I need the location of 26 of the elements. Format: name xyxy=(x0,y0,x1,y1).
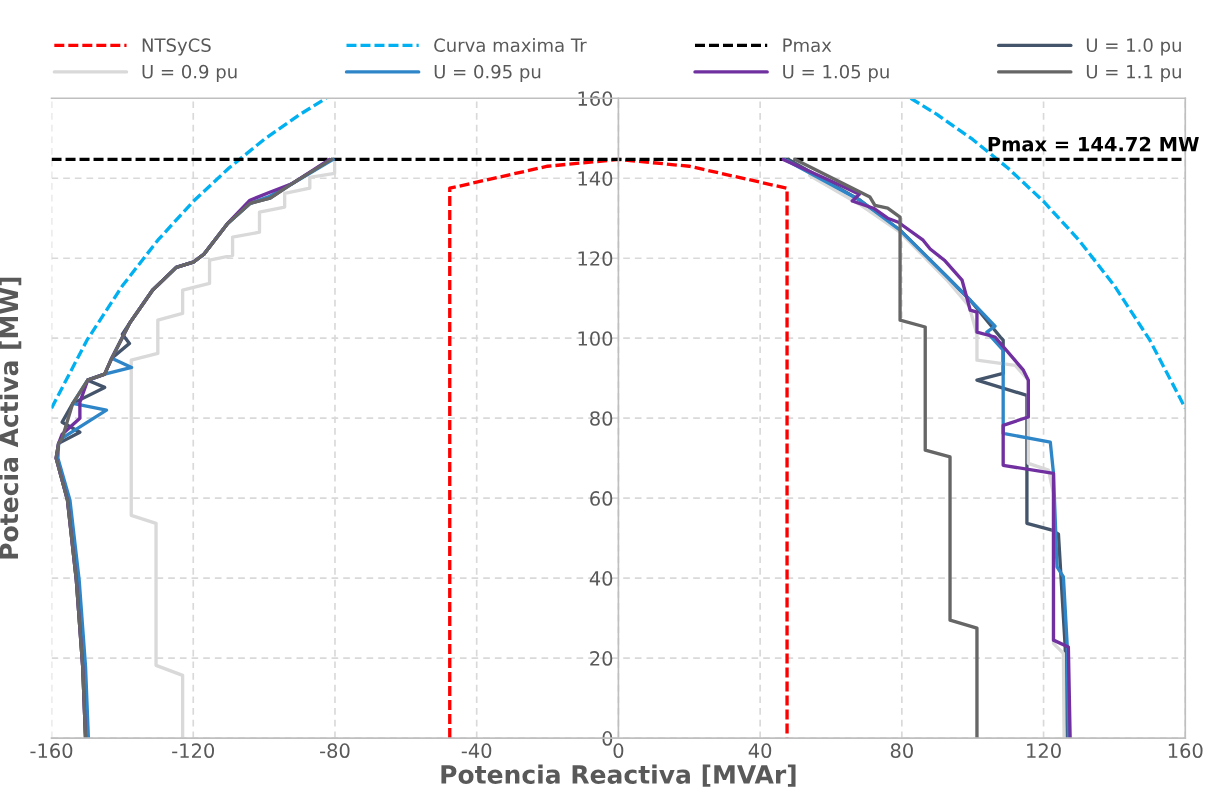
x-tick-label: 120 xyxy=(1027,743,1061,759)
y-tick-label: 40 xyxy=(589,571,613,586)
legend-label: U = 1.0 pu xyxy=(1086,38,1181,56)
x-axis-title: Potencia Reactiva [MVAr] xyxy=(441,764,796,787)
legend-label: NTSyCS xyxy=(142,38,211,56)
x-tick-label: 0 xyxy=(613,743,624,759)
legend-label: U = 0.95 pu xyxy=(434,64,541,82)
x-tick-label: -160 xyxy=(30,743,73,759)
x-tick-label: 160 xyxy=(1168,743,1203,759)
legend-label: U = 0.9 pu xyxy=(142,64,237,82)
legend-label: Curva maxima Tr xyxy=(434,38,587,52)
x-tick-label: -40 xyxy=(461,743,492,759)
y-tick-label: 120 xyxy=(578,251,613,266)
legend-label: U = 1.1 pu xyxy=(1086,65,1181,82)
x-tick-label: 80 xyxy=(890,743,913,759)
x-tick-label: 40 xyxy=(748,743,772,759)
y-tick-label: 20 xyxy=(590,651,613,666)
y-tick-label: 80 xyxy=(590,411,613,426)
legend-label: U = 1.05 pu xyxy=(783,64,889,82)
y-tick-label: 140 xyxy=(578,171,613,186)
y-tick-label: 100 xyxy=(578,331,613,346)
annotation: Pmax = 144.72 MW xyxy=(988,136,1199,152)
y-tick-label: 60 xyxy=(590,491,613,506)
x-tick-label: -120 xyxy=(172,743,215,759)
x-tick-label: -80 xyxy=(320,743,350,759)
legend-label: Pmax xyxy=(783,38,832,52)
